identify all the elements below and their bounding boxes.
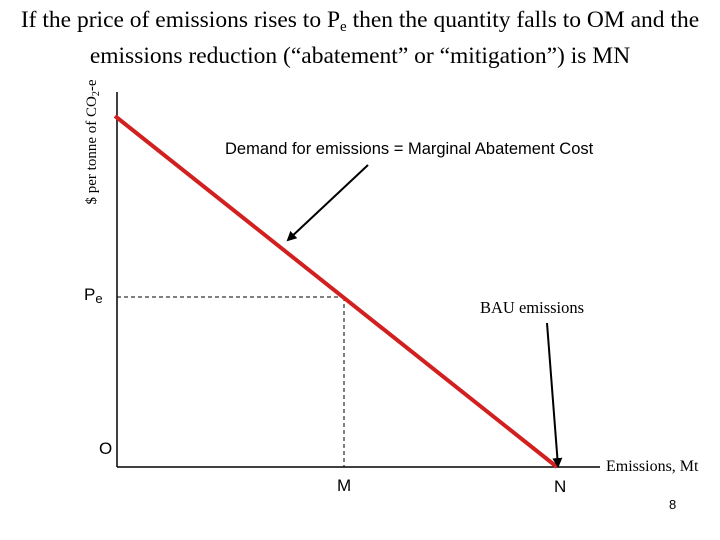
price-label-sub: e [95, 291, 103, 306]
m-label: M [337, 476, 352, 495]
demand-label: Demand for emissions = Marginal Abatemen… [225, 140, 594, 158]
slide-title: If the price of emissions rises to Pe th… [0, 6, 720, 71]
title-subscript: e [340, 19, 347, 35]
demand-curve [113, 114, 559, 469]
title-text-part2: then the quantity falls to OM and the [346, 7, 700, 33]
bau-pointer-arrow [546, 322, 563, 468]
page-number: 8 [669, 497, 677, 512]
n-label: N [554, 477, 567, 496]
title-text-line2: emissions reduction (“abatement” or “mit… [89, 43, 631, 69]
price-label: Pe [84, 285, 103, 306]
price-label-main: P [84, 285, 96, 304]
bau-label: BAU emissions [480, 298, 585, 317]
demand-pointer-arrow [286, 164, 369, 242]
title-text-part1: If the price of emissions rises to P [20, 7, 341, 33]
origin-label: O [99, 439, 113, 458]
x-axis-label: Emissions, Mt [606, 458, 699, 475]
